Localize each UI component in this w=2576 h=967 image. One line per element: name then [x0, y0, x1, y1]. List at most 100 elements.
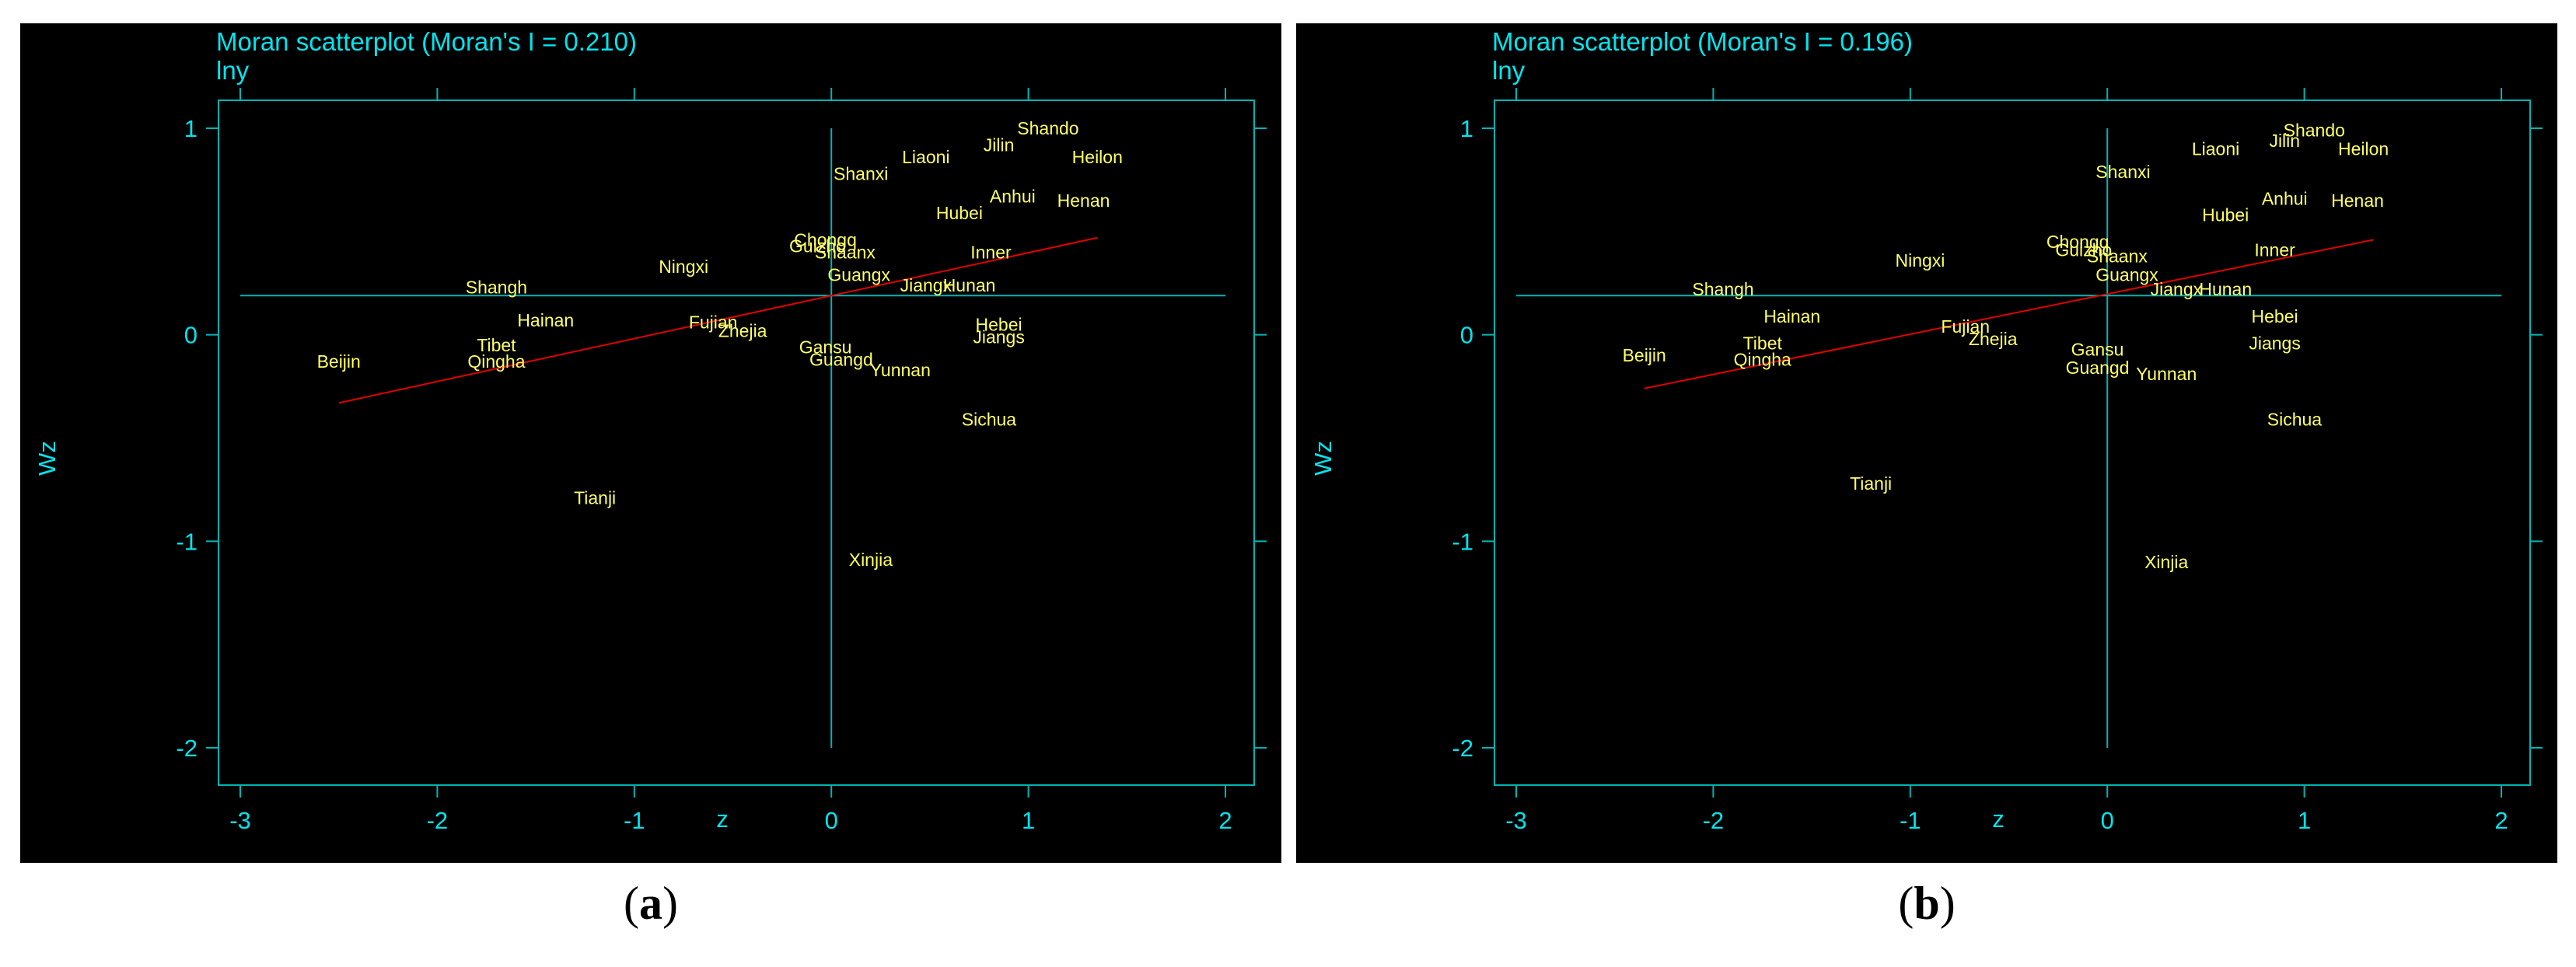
x-tick-label: 0: [825, 807, 838, 834]
y-tick-label: 1: [1460, 115, 1473, 142]
x-tick-label: 0: [2101, 807, 2114, 834]
point-label-anhui: Anhui: [990, 187, 1036, 207]
caption-a-letter: a: [639, 878, 662, 929]
point-label-beijin: Beijin: [1623, 345, 1666, 365]
caption-b-close: ): [1939, 878, 1956, 929]
chart-title: Moran scatterplot (Moran's I = 0.196): [1492, 27, 1913, 56]
x-tick-label: 2: [2494, 807, 2508, 834]
point-label-jiangs: Jiangs: [973, 326, 1024, 347]
y-tick-label: -2: [176, 735, 197, 762]
point-label-jilin: Jilin: [2269, 131, 2300, 151]
chart-title: Moran scatterplot (Moran's I = 0.210): [216, 27, 637, 56]
point-label-heilon: Heilon: [1072, 147, 1123, 167]
point-label-yunnan: Yunnan: [2136, 364, 2197, 384]
plot-frame: [218, 99, 1255, 786]
point-label-gansu: Gansu: [799, 337, 852, 358]
point-label-inner: Inner: [970, 242, 1012, 262]
point-label-shanxi: Shanxi: [2095, 162, 2150, 182]
point-label-henan: Henan: [1057, 190, 1110, 211]
point-label-gansu: Gansu: [2071, 339, 2124, 359]
x-tick-label: -1: [1900, 807, 1921, 834]
point-label-guangd: Guangd: [809, 350, 873, 370]
x-tick-label: -2: [1703, 807, 1725, 834]
point-label-hainan: Hainan: [517, 310, 574, 330]
point-label-hubei: Hubei: [936, 203, 983, 223]
point-label-ningxi: Ningxi: [659, 257, 708, 277]
chart-b-svg: -3 -2 -1 0 1 2 -2 -1 0 1 z Wz Moran scatterplot (Mor…: [1309, 27, 2543, 834]
point-label-shangh: Shangh: [466, 278, 527, 298]
point-label-liaoni: Liaoni: [2192, 139, 2239, 159]
x-tick-label: 1: [1022, 807, 1035, 834]
x-axis-label: z: [1992, 805, 2005, 833]
point-label-guizho: Guizho: [789, 236, 846, 256]
point-label-xinjia: Xinjia: [849, 550, 893, 570]
point-label-qingha: Qingha: [1734, 350, 1791, 370]
point-label-jiangx: Jiangx: [2151, 279, 2203, 299]
y-tick-label: -1: [1452, 528, 1473, 555]
x-tick-label: 1: [2298, 807, 2311, 834]
y-tick-label: 0: [184, 322, 197, 349]
fit-line: [338, 236, 1098, 404]
point-label-tianji: Tianji: [1850, 473, 1892, 494]
point-label-tibet: Tibet: [477, 335, 516, 355]
point-label-qingha: Qingha: [467, 351, 525, 372]
chart-a-svg: -3 -2 -1 0 1 2 -2 -1 0 1 z Wz Moran scatterplot (Mor…: [33, 27, 1267, 834]
point-label-fujian: Fujian: [1941, 316, 1990, 337]
point-label-jiangx: Jiangx: [900, 275, 952, 295]
point-label-chongq: Chongq: [2046, 232, 2109, 252]
point-label-chongq: Chongq: [794, 229, 857, 250]
caption-b-letter: b: [1914, 878, 1940, 929]
point-label-tianji: Tianji: [574, 488, 616, 508]
point-label-shangh: Shangh: [1692, 279, 1753, 299]
y-tick-label: -1: [176, 528, 197, 555]
point-label-yunnan: Yunnan: [870, 360, 931, 380]
point-label-shanxi: Shanxi: [834, 163, 888, 183]
point-label-hainan: Hainan: [1763, 306, 1820, 326]
x-tick-label: 2: [1218, 807, 1232, 834]
point-label-henan: Henan: [2331, 190, 2384, 211]
point-label-liaoni: Liaoni: [902, 147, 949, 167]
moran-scatterplot-panel-b: -3 -2 -1 0 1 2 -2 -1 0 1 z Wz Moran scatterplot (Mor…: [1296, 23, 2557, 863]
point-label-guangx: Guangx: [2095, 265, 2158, 285]
y-tick-label: 0: [1460, 322, 1473, 349]
point-label-zhejia: Zhejia: [1969, 329, 2018, 349]
plot-frame: [1494, 99, 2531, 786]
point-label-shando: Shando: [2284, 120, 2345, 141]
point-label-shando: Shando: [1017, 118, 1078, 138]
x-tick-label: -2: [427, 807, 449, 834]
point-label-sichua: Sichua: [962, 410, 1017, 430]
x-axis-label: z: [716, 805, 729, 833]
point-label-ningxi: Ningxi: [1896, 250, 1945, 271]
point-label-sichua: Sichua: [2267, 410, 2323, 430]
chart-subtitle: lny: [1492, 56, 1526, 85]
point-label-fujian: Fujian: [689, 312, 738, 333]
point-label-heilon: Heilon: [2338, 139, 2389, 159]
point-label-tibet: Tibet: [1743, 333, 1783, 353]
x-tick-label: -1: [624, 807, 645, 834]
x-tick-label: -3: [229, 807, 251, 834]
point-label-inner: Inner: [2254, 240, 2295, 260]
point-label-hebei: Hebei: [2252, 306, 2298, 326]
point-label-hubei: Hubei: [2202, 205, 2249, 225]
y-axis-label: Wz: [33, 441, 61, 476]
point-label-hunan: Hunan: [943, 275, 996, 295]
point-label-beijin: Beijin: [317, 351, 361, 372]
chart-subtitle: lny: [216, 56, 250, 85]
point-label-jilin: Jilin: [984, 134, 1015, 155]
point-label-anhui: Anhui: [2262, 188, 2308, 208]
y-tick-label: -2: [1452, 735, 1473, 762]
moran-scatterplot-panel-a: -3 -2 -1 0 1 2 -2 -1 0 1 z Wz Moran scatterplot (Mor…: [20, 23, 1281, 863]
y-tick-label: 1: [184, 115, 197, 142]
caption-a: (a): [573, 877, 729, 930]
point-label-guangx: Guangx: [827, 265, 890, 285]
point-label-xinjia: Xinjia: [2144, 552, 2188, 572]
point-label-guizho: Guizho: [2055, 240, 2112, 260]
x-tick-label: -3: [1505, 807, 1527, 834]
point-label-hebei: Hebei: [976, 314, 1022, 334]
caption-a-open: (: [624, 878, 639, 929]
caption-b: (b): [1849, 877, 2005, 930]
y-axis-label: Wz: [1309, 441, 1337, 476]
caption-b-open: (: [1898, 878, 1914, 929]
point-label-jiangs: Jiangs: [2249, 333, 2300, 353]
point-label-hunan: Hunan: [2199, 279, 2252, 299]
